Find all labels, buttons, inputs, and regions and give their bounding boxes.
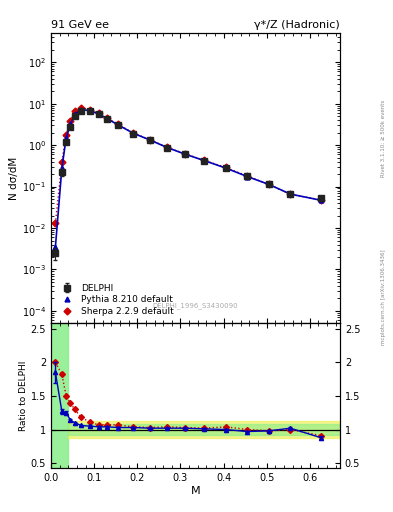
Sherpa 2.2.9 default xyxy=(165,144,170,151)
Pythia 8.210 default xyxy=(72,112,77,118)
Sherpa 2.2.9 default xyxy=(223,164,228,170)
Sherpa 2.2.9 default xyxy=(59,159,64,165)
Sherpa 2.2.9 default xyxy=(288,191,293,198)
Sherpa 2.2.9 default xyxy=(245,173,250,179)
Sherpa 2.2.9 default xyxy=(79,104,84,111)
X-axis label: M: M xyxy=(191,486,200,496)
Line: Pythia 8.210 default: Pythia 8.210 default xyxy=(53,107,323,249)
Pythia 8.210 default xyxy=(79,106,84,113)
Sherpa 2.2.9 default xyxy=(148,137,152,143)
Pythia 8.210 default xyxy=(59,165,64,171)
Sherpa 2.2.9 default xyxy=(318,197,323,203)
Y-axis label: N dσ/dM: N dσ/dM xyxy=(9,157,19,200)
Pythia 8.210 default xyxy=(53,244,58,250)
Sherpa 2.2.9 default xyxy=(130,130,135,136)
Sherpa 2.2.9 default xyxy=(182,151,187,157)
Pythia 8.210 default xyxy=(96,111,101,117)
Text: 91 GeV ee: 91 GeV ee xyxy=(51,19,109,30)
Sherpa 2.2.9 default xyxy=(72,109,77,115)
Sherpa 2.2.9 default xyxy=(266,181,271,187)
Pythia 8.210 default xyxy=(288,191,293,197)
Legend: DELPHI, Pythia 8.210 default, Sherpa 2.2.9 default: DELPHI, Pythia 8.210 default, Sherpa 2.2… xyxy=(55,281,176,319)
Text: γ*/Z (Hadronic): γ*/Z (Hadronic) xyxy=(254,19,340,30)
Text: mcplots.cern.ch [arXiv:1306.3436]: mcplots.cern.ch [arXiv:1306.3436] xyxy=(381,249,386,345)
Sherpa 2.2.9 default xyxy=(64,132,68,138)
Text: DELPHI_1996_S3430090: DELPHI_1996_S3430090 xyxy=(153,303,238,309)
Y-axis label: Ratio to DELPHI: Ratio to DELPHI xyxy=(19,361,28,431)
Pythia 8.210 default xyxy=(148,137,152,143)
Pythia 8.210 default xyxy=(266,181,271,187)
Pythia 8.210 default xyxy=(64,135,68,141)
Text: Rivet 3.1.10; ≥ 500k events: Rivet 3.1.10; ≥ 500k events xyxy=(381,100,386,177)
Sherpa 2.2.9 default xyxy=(105,115,110,121)
Sherpa 2.2.9 default xyxy=(202,157,206,163)
Pythia 8.210 default xyxy=(182,151,187,157)
Pythia 8.210 default xyxy=(105,116,110,122)
Pythia 8.210 default xyxy=(245,174,250,180)
Pythia 8.210 default xyxy=(165,144,170,151)
Pythia 8.210 default xyxy=(68,121,73,127)
Sherpa 2.2.9 default xyxy=(116,121,120,127)
Sherpa 2.2.9 default xyxy=(88,106,92,113)
Pythia 8.210 default xyxy=(130,130,135,136)
Line: Sherpa 2.2.9 default: Sherpa 2.2.9 default xyxy=(53,105,323,226)
Pythia 8.210 default xyxy=(223,165,228,171)
Pythia 8.210 default xyxy=(318,197,323,203)
Pythia 8.210 default xyxy=(116,122,120,128)
Pythia 8.210 default xyxy=(88,108,92,114)
Sherpa 2.2.9 default xyxy=(68,118,73,124)
Sherpa 2.2.9 default xyxy=(53,220,58,226)
Pythia 8.210 default xyxy=(202,158,206,164)
Sherpa 2.2.9 default xyxy=(96,110,101,116)
